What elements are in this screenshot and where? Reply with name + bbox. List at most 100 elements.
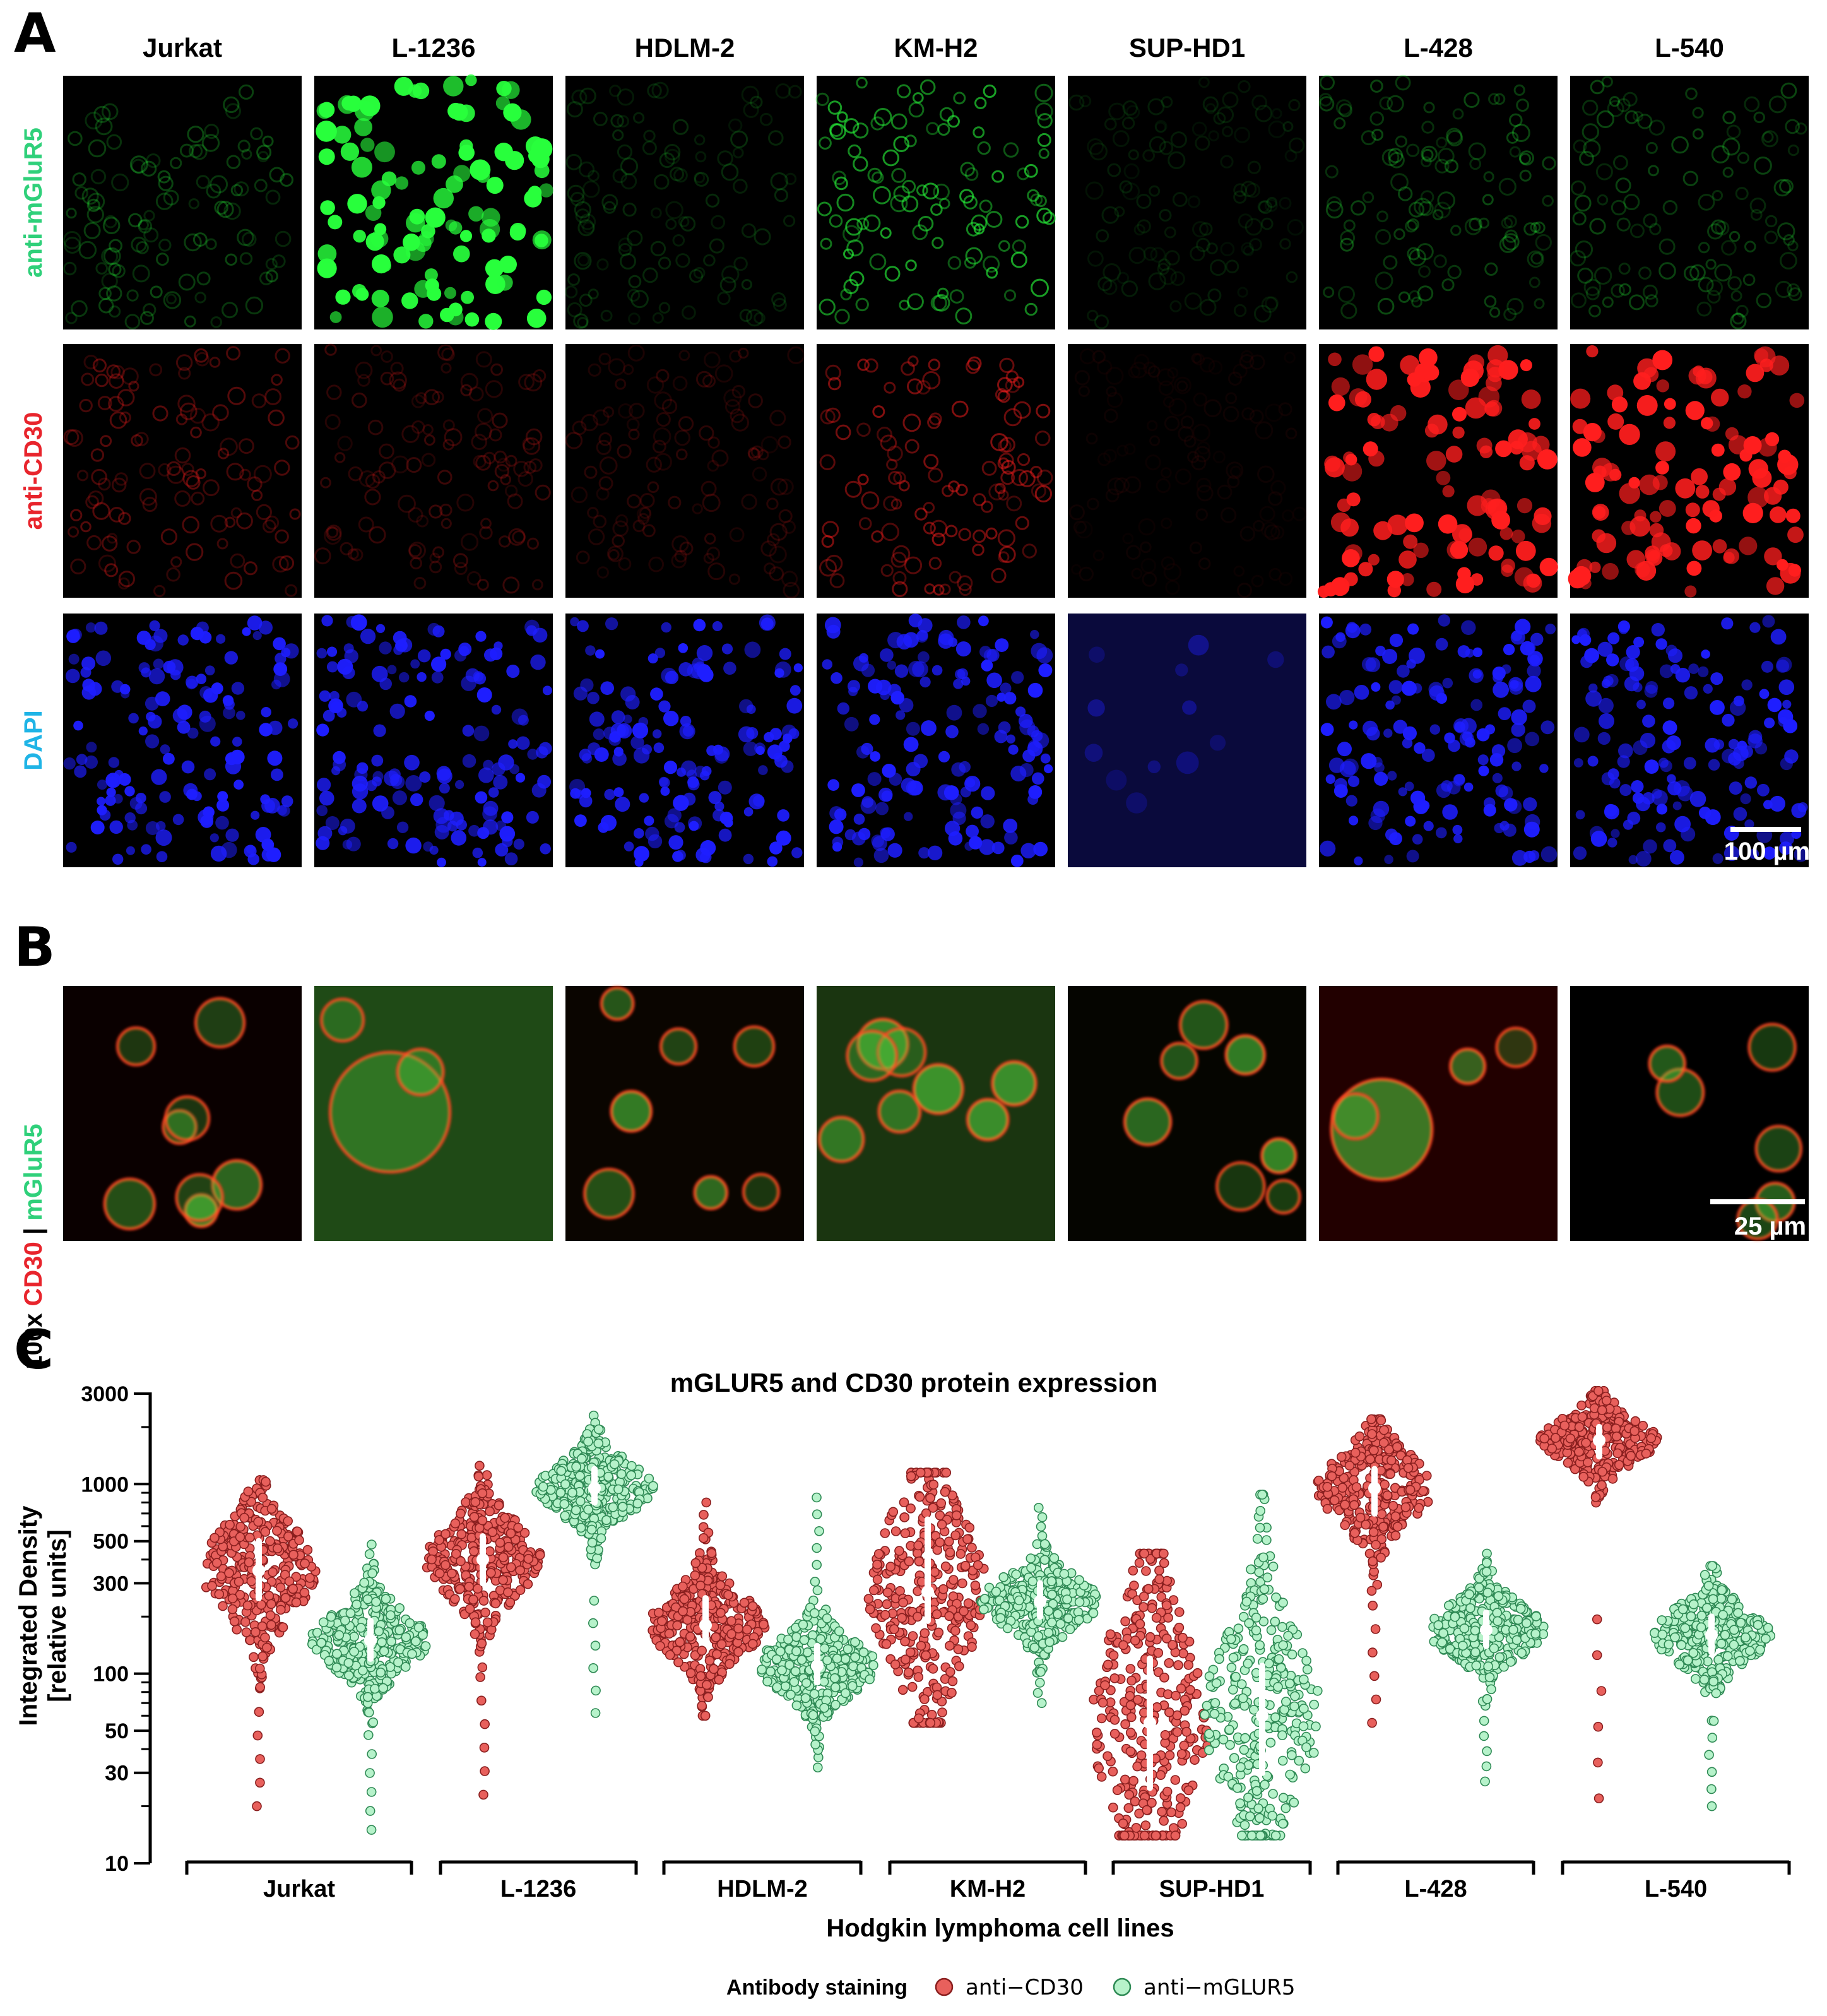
data-point (366, 1787, 377, 1797)
data-point (1226, 1663, 1237, 1673)
data-point (1365, 1454, 1375, 1464)
data-point (592, 1553, 602, 1563)
data-point (1298, 1721, 1309, 1731)
data-point (468, 1594, 478, 1605)
data-point (979, 1594, 990, 1604)
median-marker (364, 1634, 377, 1647)
data-point (1259, 1584, 1270, 1594)
data-point (1290, 1691, 1300, 1702)
data-point (695, 1580, 706, 1591)
data-point (506, 1562, 516, 1572)
data-point (881, 1639, 892, 1649)
data-point (945, 1640, 955, 1651)
data-point (1387, 1455, 1397, 1466)
data-point (1539, 1433, 1549, 1444)
data-point (1479, 1731, 1489, 1741)
data-point (945, 1667, 955, 1677)
data-point (1686, 1611, 1696, 1622)
data-point (601, 1515, 612, 1526)
data-point (571, 1461, 581, 1472)
data-point (556, 1466, 567, 1476)
data-point (1251, 1625, 1262, 1635)
data-point (253, 1517, 264, 1527)
data-point (1433, 1620, 1443, 1630)
data-point (869, 1585, 879, 1596)
data-point (366, 1825, 377, 1835)
data-point (1047, 1617, 1057, 1628)
data-point (251, 1627, 261, 1637)
micrograph-dapi-l-540 (1570, 614, 1809, 867)
data-point (747, 1601, 758, 1611)
data-point (880, 1610, 890, 1620)
data-point (1354, 1431, 1365, 1442)
data-point (1706, 1784, 1717, 1794)
x-category-bracket-l-1236: L-1236 (439, 1860, 638, 1902)
data-point (905, 1647, 916, 1657)
data-point (808, 1710, 819, 1720)
data-point (885, 1562, 896, 1572)
data-point (504, 1541, 514, 1552)
data-point (1055, 1619, 1066, 1629)
data-point (1265, 1738, 1276, 1748)
legend-label: anti−mGLUR5 (1144, 1975, 1296, 2000)
data-point (1367, 1429, 1377, 1439)
panel-b-letter: B (14, 916, 56, 979)
data-point (819, 1643, 830, 1654)
data-point (1403, 1463, 1414, 1473)
median-marker (252, 1564, 265, 1577)
data-point (1204, 1671, 1215, 1681)
data-point (1125, 1746, 1136, 1757)
data-point (1657, 1615, 1667, 1625)
data-point (283, 1531, 293, 1541)
micrograph-dapi-km-h2 (817, 614, 1055, 867)
data-point (1369, 1445, 1379, 1456)
scale-bar-25um: 25 µm (1710, 1199, 1806, 1240)
data-point (1255, 1640, 1265, 1651)
data-point (386, 1636, 396, 1647)
micrograph-dapi-l-428 (1319, 614, 1558, 867)
data-point (478, 1789, 488, 1800)
data-point (812, 1560, 822, 1570)
data-point (1601, 1396, 1612, 1406)
data-point (1109, 1673, 1120, 1683)
data-point (678, 1581, 688, 1592)
data-point (1465, 1603, 1475, 1613)
data-point (1366, 1586, 1377, 1596)
data-point (931, 1609, 942, 1620)
data-point (1210, 1698, 1221, 1708)
data-point (1043, 1627, 1054, 1638)
data-point (1450, 1611, 1460, 1622)
data-point (1174, 1607, 1185, 1617)
data-point (359, 1577, 370, 1588)
data-point (848, 1661, 858, 1671)
data-point (1370, 1624, 1381, 1634)
data-point (1368, 1556, 1378, 1567)
data-point (1471, 1660, 1482, 1671)
data-point (1703, 1580, 1714, 1591)
row-label-dapi: DAPI (20, 710, 47, 771)
data-point (979, 1604, 989, 1615)
data-point (1147, 1798, 1157, 1808)
data-point (872, 1560, 882, 1570)
swarm-mglur5-jurkat (307, 1539, 431, 1835)
data-point (288, 1584, 299, 1594)
swarm-cd30-l-428 (1313, 1414, 1433, 1728)
micrograph-cd30-hdlm-2 (565, 344, 805, 599)
column-label-km-h2: KM-H2 (894, 33, 978, 62)
data-point (1268, 1789, 1278, 1799)
data-point (1118, 1818, 1128, 1829)
data-point (1039, 1555, 1050, 1565)
data-point (1337, 1452, 1347, 1462)
median-marker (1480, 1623, 1493, 1637)
data-point (1385, 1469, 1395, 1479)
x-axis-title: Hodgkin lymphoma cell lines (826, 1914, 1174, 1942)
data-point (1597, 1405, 1607, 1415)
data-point (935, 1537, 945, 1548)
data-point (401, 1632, 411, 1642)
data-point (515, 1585, 526, 1595)
data-point (1371, 1539, 1381, 1550)
data-point (945, 1547, 955, 1558)
median-marker (1593, 1434, 1605, 1447)
data-point (690, 1650, 701, 1661)
data-point (777, 1665, 787, 1676)
